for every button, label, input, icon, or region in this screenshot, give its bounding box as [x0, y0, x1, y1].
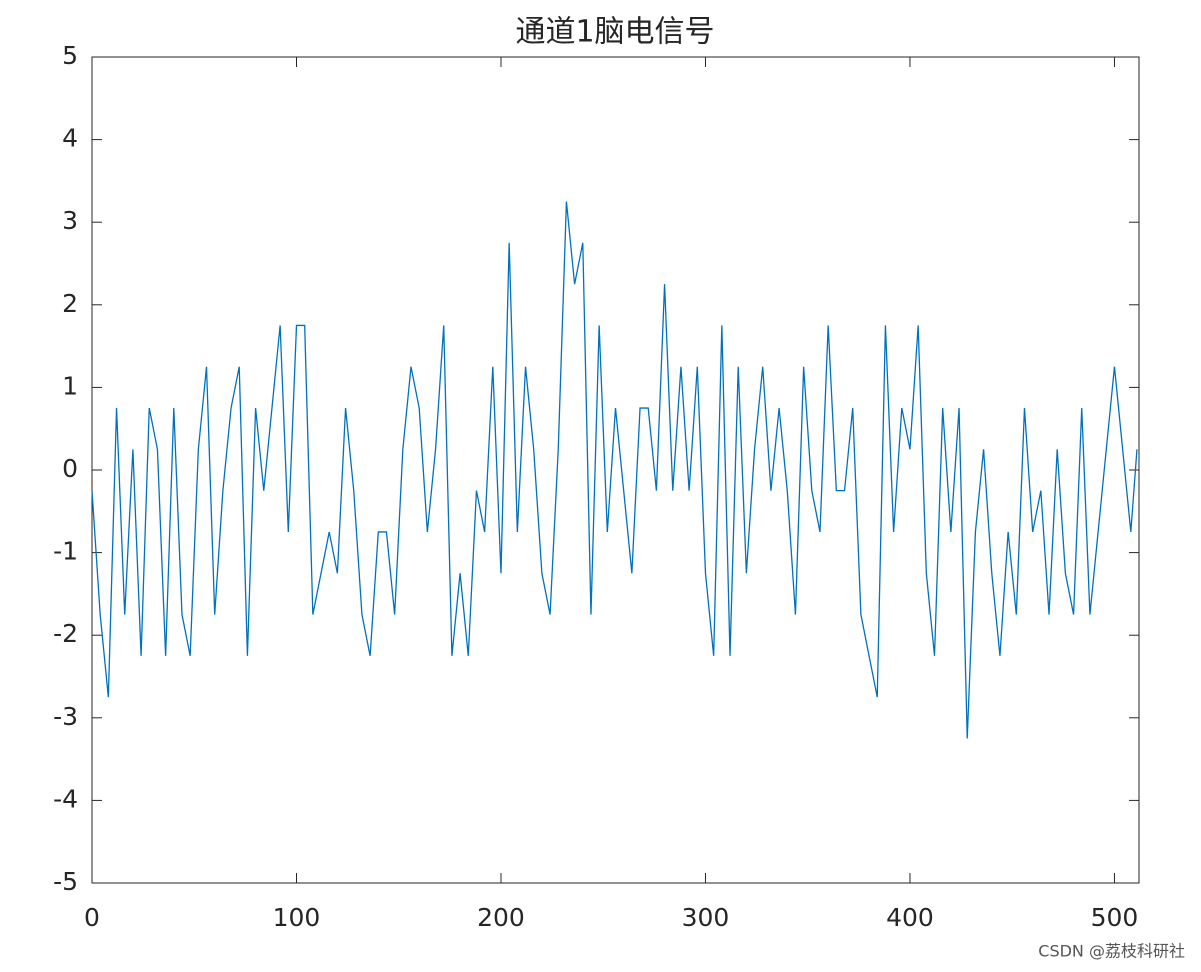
x-tick-label: 500	[1091, 903, 1139, 932]
y-tick-label: -5	[53, 867, 78, 896]
x-tick-label: 300	[682, 903, 730, 932]
y-tick-label: -3	[53, 702, 78, 731]
chart-title: 通道1脑电信号	[515, 15, 714, 50]
plot-area	[91, 56, 1140, 884]
y-tick-label: -2	[53, 619, 78, 648]
y-tick-label: -1	[53, 537, 78, 566]
y-tick-label: 4	[62, 124, 78, 153]
x-tick-label: 0	[84, 903, 100, 932]
x-tick-label: 100	[273, 903, 321, 932]
y-tick-label: -4	[53, 784, 78, 813]
y-tick-label: 0	[62, 454, 78, 483]
x-tick-label: 200	[477, 903, 525, 932]
y-tick-label: 1	[62, 371, 78, 400]
y-tick-label: 5	[62, 41, 78, 70]
y-tick-label: 2	[62, 289, 78, 318]
watermark: CSDN @荔枝科研社	[1038, 942, 1185, 961]
data-line	[91, 201, 1138, 739]
y-tick-label: 3	[62, 206, 78, 235]
x-tick-label: 400	[886, 903, 934, 932]
